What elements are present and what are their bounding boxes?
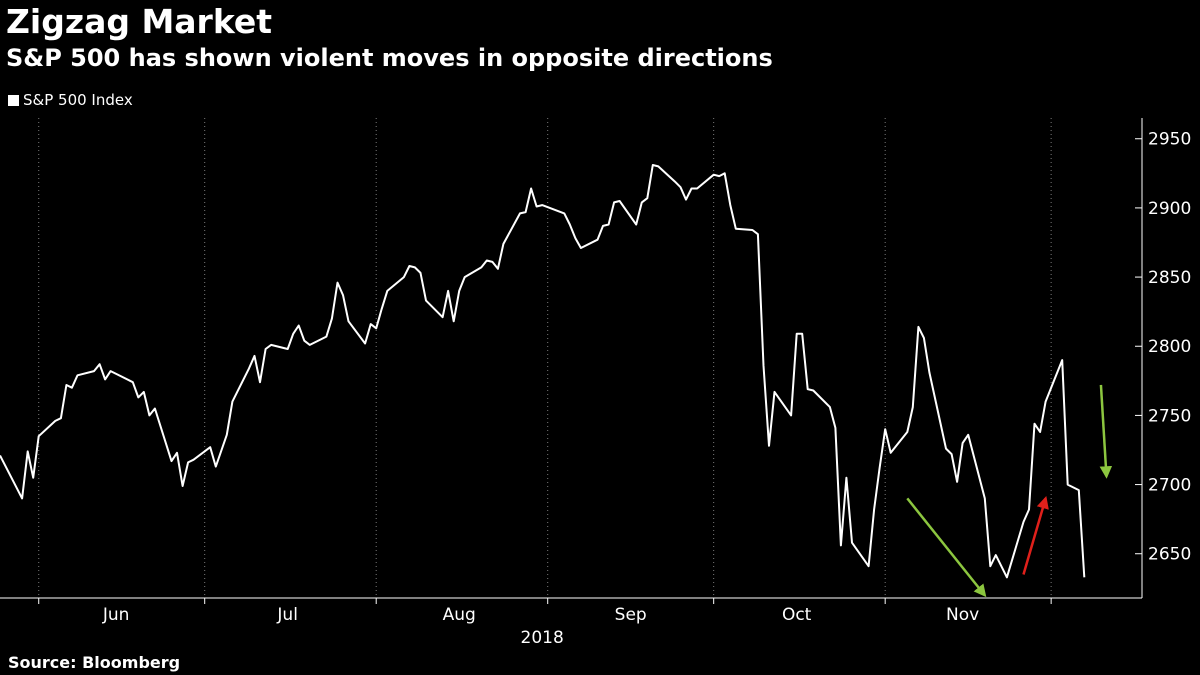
y-tick-label: 2900 bbox=[1148, 199, 1191, 219]
legend-swatch bbox=[8, 94, 19, 106]
y-tick-label: 2700 bbox=[1148, 476, 1191, 496]
annotation-arrow-red bbox=[1022, 496, 1049, 575]
x-tick-label: Jun bbox=[102, 605, 130, 625]
annotation-arrow-green bbox=[906, 497, 987, 598]
x-tick-label: Aug bbox=[443, 605, 476, 625]
source-note: Source: Bloomberg bbox=[8, 653, 181, 672]
y-tick-label: 2800 bbox=[1148, 337, 1191, 357]
annotation-arrow-green bbox=[1099, 384, 1113, 479]
x-tick-label: Sep bbox=[615, 605, 647, 625]
y-tick-label: 2950 bbox=[1148, 130, 1191, 150]
series-line-sp500 bbox=[0, 164, 1086, 579]
x-tick-label: Oct bbox=[782, 605, 812, 625]
y-tick-label: 2850 bbox=[1148, 268, 1191, 288]
y-tick-label: 2750 bbox=[1148, 406, 1191, 426]
x-year-label: 2018 bbox=[521, 628, 564, 648]
legend-label: S&P 500 Index bbox=[23, 91, 133, 109]
chart-title: Zigzag Market bbox=[6, 2, 273, 41]
chart-subtitle: S&P 500 has shown violent moves in oppos… bbox=[6, 44, 773, 72]
legend: S&P 500 Index bbox=[8, 91, 133, 109]
x-tick-label: Nov bbox=[946, 605, 979, 625]
y-tick-label: 2650 bbox=[1148, 545, 1191, 565]
x-tick-label: Jul bbox=[276, 605, 298, 625]
